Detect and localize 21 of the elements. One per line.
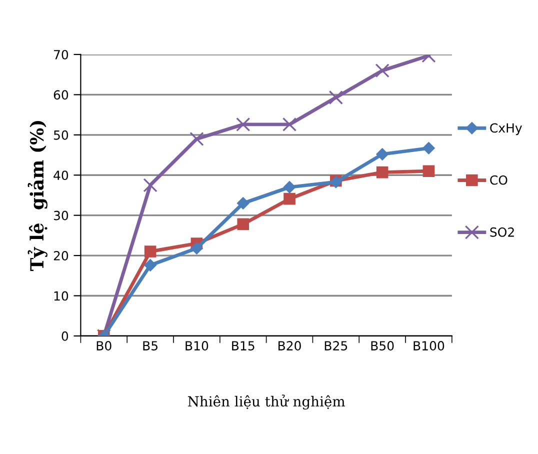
x-axis-title: Nhiên liệu thử nghiệm: [188, 394, 345, 410]
x-tick-label: B0: [96, 341, 112, 350]
legend-label: CxHy: [490, 123, 522, 136]
y-tick-label: 10: [54, 291, 68, 301]
y-axis-title: Tỷ lệ giảm (%): [28, 120, 48, 271]
legend-label: CO: [490, 175, 508, 185]
y-tick-label: 40: [54, 170, 68, 180]
y-tick-label: 0: [62, 331, 68, 341]
x-tick-label: B10: [186, 341, 208, 350]
x-tick-label: B15: [232, 341, 254, 350]
y-tick-label: 70: [54, 50, 68, 60]
y-tick-label: 20: [54, 251, 68, 260]
legend-label: SO2: [490, 227, 514, 237]
y-tick-label: 30: [54, 210, 68, 220]
y-tick-label: 60: [54, 90, 68, 100]
x-tick-label: B5: [143, 341, 158, 350]
y-tick-label: 50: [54, 130, 68, 140]
x-tick-label: B25: [324, 341, 348, 350]
x-tick-label: B100: [414, 341, 444, 350]
x-tick-label: B20: [278, 341, 301, 350]
x-tick-label: B50: [371, 341, 394, 350]
